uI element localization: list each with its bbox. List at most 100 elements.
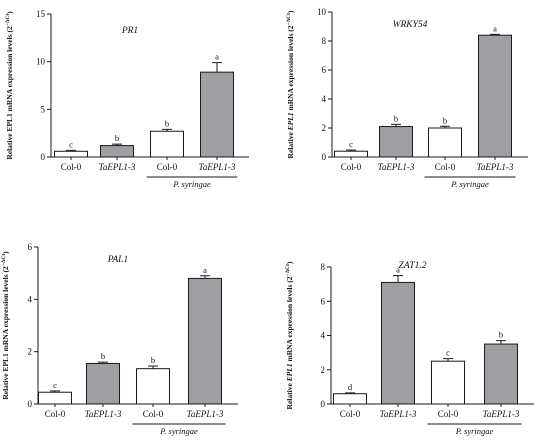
y-axis-label-word: expression [285,303,294,339]
bar [379,126,413,158]
significance-label: b [499,330,503,340]
y-axis-label-word: levels [1,274,10,293]
y-tick-label: 2 [322,123,327,133]
bar [381,281,415,405]
significance-label: b [115,133,119,143]
y-axis-label: Relative EPL1 mRNA expression levels (2−… [5,11,14,160]
y-axis-label-word: expression [5,53,14,89]
y-tick-label: 2 [321,365,326,375]
chart-panel-4: 0 2 4 6 8 ZAT1.2 Relative EPL1 mRNA expression… [285,261,534,436]
significance-label: a [203,265,207,275]
bar [54,150,88,158]
category-label: Col-0 [340,409,361,419]
significance-label: a [215,52,219,62]
chart-panel-3: 0 2 4 6 PAL1 Relative EPL1 mRNA expression le… [1,242,238,436]
bar [150,130,184,158]
category-label: TaEPL1-3 [380,409,417,419]
category-label: TaEPL1-3 [477,162,514,172]
y-axis-label-superscript: −ΔCt [5,14,11,27]
category-label: Col-0 [45,409,66,419]
y-axis-label-word: (2 [285,276,294,284]
y-axis-label-word: (2 [286,25,295,33]
y-axis-label-word: Relative [285,383,294,410]
significance-label: b [443,115,447,125]
bar [100,145,134,158]
category-label: Col-0 [435,162,456,172]
bar [478,34,512,158]
bar [86,362,120,405]
significance-label: c [69,139,73,149]
y-axis-label-word: levels [286,33,295,52]
y-axis-label-superscript: −ΔCt [285,264,291,277]
y-axis-label-word: EPL1 [5,113,14,133]
bar [136,368,170,405]
bar [333,393,367,405]
y-axis-label-word: EPL1 [285,363,294,383]
group-label: P. syringae [450,179,489,189]
significance-label: c [53,380,57,390]
y-tick-label: 0 [28,399,33,409]
category-label: Col-0 [341,162,362,172]
chart-title: WRKY54 [393,20,428,30]
y-axis-label-word: (2 [1,266,10,274]
significance-label: b [394,113,398,123]
category-label: Col-0 [438,409,459,419]
y-axis-label-word: expression [286,52,295,88]
y-tick-label: 8 [321,262,326,272]
category-label: TaEPL1-3 [199,162,236,172]
y-axis-label: Relative EPL1 mRNA expression levels (2−… [285,261,294,409]
y-tick-label: 5 [41,104,46,114]
y-tick-label: 0 [321,399,326,409]
chart-title: PR1 [121,26,138,36]
y-axis-label: Relative EPL1 mRNA expression levels (2−… [286,10,295,158]
y-tick-label: 6 [321,296,326,306]
bar [431,360,465,405]
y-tick-label: 2 [28,347,33,357]
y-axis-label-word: expression [1,293,10,329]
category-label: Col-0 [61,162,82,172]
group-label: P. syringae [455,426,494,436]
chart-panel-2: 0 2 4 6 8 10 WRKY54 Relative EPL1 mRNA expressi… [286,7,528,189]
y-axis-label-word: levels [285,284,294,303]
significance-label: b [151,355,155,365]
category-label: TaEPL1-3 [85,409,122,419]
category-label: TaEPL1-3 [378,162,415,172]
y-axis-label-word: Relative [5,133,14,160]
y-tick-label: 15 [36,9,46,19]
significance-label: b [101,351,105,361]
y-axis-label-word: Relative [1,373,10,400]
y-tick-label: 10 [36,57,46,67]
chart-panel-1: 0 5 10 15 PR1 Relative EPL1 mRNA expression l… [5,9,249,189]
y-tick-label: 10 [317,7,327,17]
significance-label: c [349,139,353,149]
y-tick-label: 4 [28,294,33,304]
bar [200,71,234,158]
bar [334,150,368,158]
category-label: Col-0 [157,162,178,172]
y-axis-label-word: EPL1 [286,112,295,132]
bar [428,127,462,158]
significance-label: d [348,382,353,392]
y-axis-label-word: mRNA [286,87,295,112]
y-tick-label: 6 [28,242,33,252]
y-axis-label-close: ) [286,10,295,13]
chart-title: ZAT1.2 [399,261,427,271]
significance-label: a [396,265,400,275]
y-axis-label-word: mRNA [1,328,10,353]
y-axis-label-word: mRNA [285,338,294,363]
y-axis-label-word: levels [5,34,14,53]
y-tick-label: 4 [321,331,326,341]
chart-title: PAL1 [107,255,128,265]
group-label: P. syringae [172,179,211,189]
y-tick-label: 0 [41,152,46,162]
y-axis-label: Relative EPL1 mRNA expression levels (2−… [1,251,10,400]
y-axis-label-superscript: −ΔCt [286,13,292,26]
y-axis-label-word: mRNA [5,88,14,113]
y-axis-label-superscript: −ΔCt [1,254,7,267]
category-label: Col-0 [143,409,164,419]
y-tick-label: 4 [322,94,327,104]
y-axis-label-word: (2 [5,26,14,34]
category-label: TaEPL1-3 [483,409,520,419]
bar [484,343,518,405]
significance-label: b [165,118,169,128]
